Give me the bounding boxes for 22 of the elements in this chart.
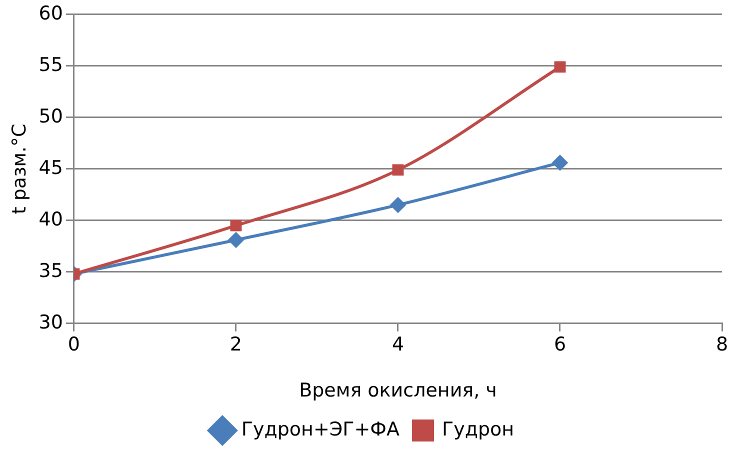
point (390, 197, 406, 212)
point (552, 155, 568, 170)
x-tick-label: 6 (554, 334, 566, 356)
x-tick-label: 0 (68, 334, 80, 356)
legend-label: Гудрон (442, 418, 514, 440)
x-tick-label: 8 (716, 334, 728, 356)
y-tick-label: 30 (38, 311, 63, 334)
y-axis-title: t разм.°С (8, 124, 30, 214)
point (230, 220, 242, 232)
point (554, 61, 566, 73)
y-tick-label: 40 (38, 208, 63, 230)
x-axis-title: Время окисления, ч (299, 380, 497, 402)
y-tick-label: 35 (38, 260, 63, 282)
point (228, 232, 244, 248)
y-tick-label: 60 (38, 2, 63, 24)
y-tick-label: 50 (38, 105, 63, 128)
y-tick-label: 55 (38, 54, 63, 76)
legend-label: Гудрон+ЭГ+ФА (241, 418, 400, 440)
y-tick-label: 45 (38, 156, 63, 179)
x-tick-label: 4 (392, 334, 404, 356)
x-tick-label: 2 (230, 334, 242, 356)
point (392, 164, 404, 176)
